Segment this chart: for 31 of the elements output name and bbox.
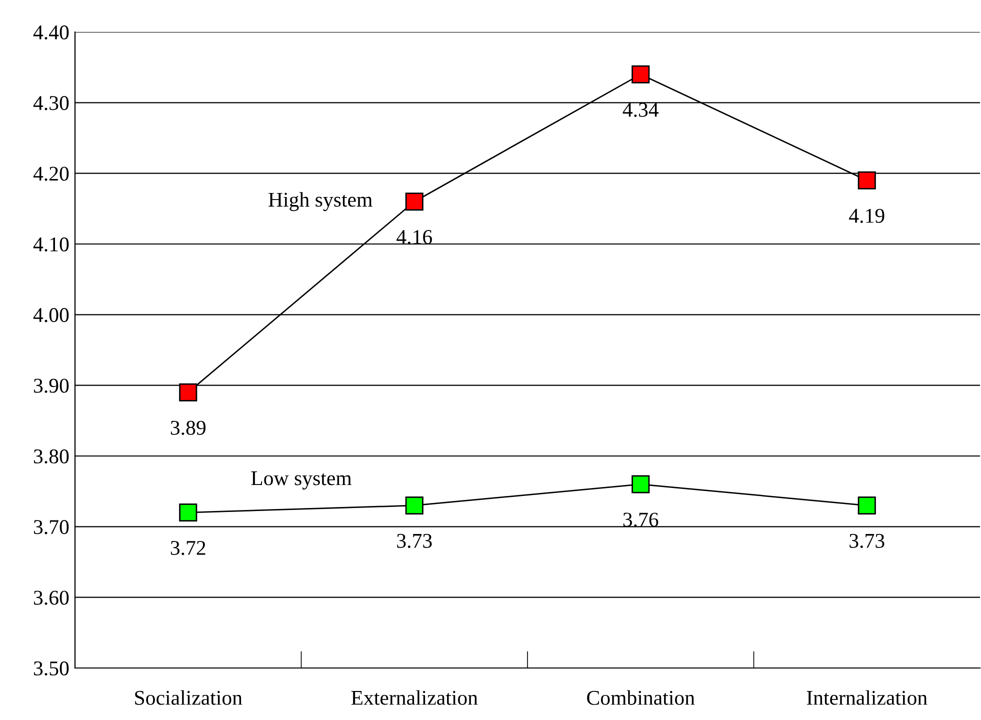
y-tick-label: 4.10 xyxy=(33,237,69,252)
series-label: High system xyxy=(268,192,372,212)
point xyxy=(858,171,876,190)
x-tick-label: Socialization xyxy=(135,690,242,705)
y-tick-label: 3.90 xyxy=(34,378,69,393)
data-label: 4.19 xyxy=(849,208,884,223)
y-tick-label: 4.20 xyxy=(33,166,69,181)
y-tick-label: 4.40 xyxy=(33,25,69,40)
x-tick-label: Externalization xyxy=(351,690,478,705)
y-tick-label: 3.60 xyxy=(34,590,69,605)
point xyxy=(179,504,198,522)
y-tick-label: 4.30 xyxy=(33,96,69,110)
data-label: 3.73 xyxy=(397,534,432,548)
data-label: 4.34 xyxy=(622,102,659,117)
point xyxy=(405,192,424,211)
point xyxy=(858,496,876,514)
series-label: Low system xyxy=(251,471,352,490)
point xyxy=(405,496,424,514)
y-tick-label: 3.70 xyxy=(34,520,69,534)
data-label: 3.73 xyxy=(850,534,884,548)
y-tick-label: 4.00 xyxy=(33,308,69,322)
y-tick-label: 3.50 xyxy=(34,661,69,676)
point xyxy=(632,475,650,494)
data-label: 3.72 xyxy=(170,540,206,556)
y-tick-label: 3.80 xyxy=(34,449,69,464)
data-label: 3.76 xyxy=(623,512,658,527)
point xyxy=(179,383,198,402)
x-tick-label: Combination xyxy=(587,690,695,705)
x-tick-label: Internalization xyxy=(806,690,928,705)
point xyxy=(632,65,650,84)
data-label: 3.89 xyxy=(170,420,206,435)
